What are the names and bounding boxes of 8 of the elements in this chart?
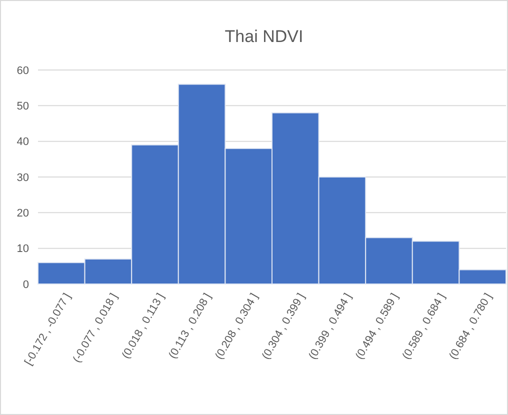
y-tick-label: 20 <box>16 208 29 220</box>
y-tick-label: 40 <box>16 136 29 148</box>
y-tick-label: 10 <box>16 243 29 256</box>
y-tick-label: 50 <box>16 100 29 113</box>
y-tick-label: 30 <box>16 172 29 184</box>
chart-title: Thai NDVI <box>224 27 304 46</box>
y-tick-label: 0 <box>22 278 29 291</box>
y-tick-label: 60 <box>16 64 29 77</box>
